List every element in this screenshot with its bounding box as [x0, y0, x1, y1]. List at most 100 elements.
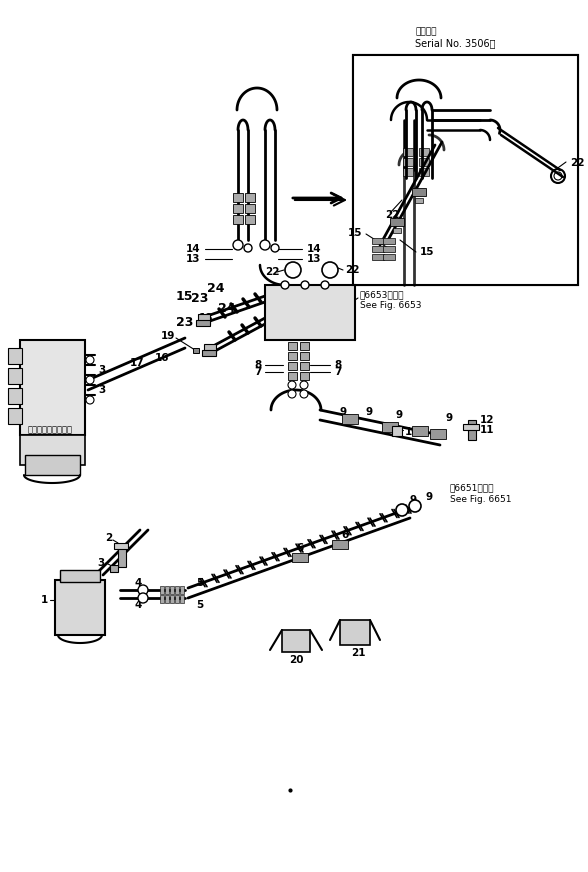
Bar [288, 362, 297, 370]
Bar [60, 570, 100, 582]
Text: 9: 9 [365, 407, 372, 417]
Text: 15: 15 [175, 290, 193, 303]
Bar [165, 595, 169, 603]
Bar [372, 238, 384, 244]
Bar [202, 350, 216, 356]
Bar [175, 586, 179, 594]
Bar [383, 254, 395, 260]
Bar [196, 320, 210, 326]
Text: スイベルジョイント: スイベルジョイント [28, 426, 73, 434]
Circle shape [288, 381, 296, 389]
Text: 22: 22 [570, 158, 584, 168]
Bar [383, 238, 395, 244]
Bar [233, 193, 243, 202]
Text: 7: 7 [334, 367, 342, 377]
Bar [403, 148, 413, 156]
Bar [342, 414, 358, 424]
Bar [282, 630, 310, 652]
Bar [390, 218, 404, 226]
Circle shape [86, 396, 94, 404]
Bar [180, 595, 184, 603]
Bar [170, 586, 174, 594]
Bar [463, 424, 479, 430]
Text: 9: 9 [340, 407, 347, 417]
Bar [20, 340, 85, 435]
Bar [288, 372, 297, 380]
Bar [180, 586, 184, 594]
Text: 4: 4 [134, 600, 142, 610]
Circle shape [300, 390, 308, 398]
Circle shape [138, 593, 148, 603]
Circle shape [233, 240, 243, 250]
Bar [8, 368, 22, 384]
Bar [245, 193, 255, 202]
Text: 24: 24 [208, 283, 225, 296]
Circle shape [138, 585, 148, 595]
Text: 5: 5 [196, 600, 203, 610]
Text: 8: 8 [334, 360, 341, 370]
Text: 3: 3 [98, 365, 105, 375]
Bar [353, 55, 578, 285]
Text: 8: 8 [255, 360, 262, 370]
Text: 20: 20 [289, 655, 303, 665]
Text: 3: 3 [98, 558, 105, 568]
Text: 9: 9 [410, 495, 417, 505]
Bar [372, 246, 384, 252]
Text: 3: 3 [98, 385, 105, 395]
Bar [233, 215, 243, 224]
Text: 第6653図参照: 第6653図参照 [360, 290, 405, 299]
Bar [300, 362, 309, 370]
Circle shape [300, 381, 308, 389]
Bar [403, 168, 413, 176]
Text: 10: 10 [405, 427, 419, 437]
Circle shape [86, 376, 94, 384]
Bar [8, 388, 22, 404]
Bar [419, 158, 429, 166]
Bar [372, 254, 384, 260]
Text: 17: 17 [130, 358, 145, 368]
Text: 22: 22 [345, 265, 359, 275]
Text: 4: 4 [134, 578, 142, 588]
Bar [354, 56, 577, 284]
Text: 14: 14 [307, 244, 322, 254]
Text: 22: 22 [266, 267, 280, 277]
Bar [198, 314, 210, 324]
Bar [412, 426, 428, 436]
Circle shape [288, 390, 296, 398]
Bar [332, 540, 348, 549]
Text: 18: 18 [199, 313, 213, 323]
Circle shape [86, 356, 94, 364]
Bar [245, 204, 255, 213]
Bar [110, 565, 118, 572]
Text: 1: 1 [41, 595, 48, 605]
Bar [340, 620, 370, 645]
Circle shape [260, 240, 270, 250]
Bar [288, 342, 297, 350]
Bar [403, 158, 413, 166]
Text: 6: 6 [342, 530, 349, 540]
Bar [8, 348, 22, 364]
Circle shape [321, 281, 329, 289]
Text: 14: 14 [185, 244, 200, 254]
Circle shape [271, 244, 279, 252]
Text: 9: 9 [425, 492, 432, 502]
Bar [245, 215, 255, 224]
Circle shape [322, 262, 338, 278]
Bar [468, 420, 476, 440]
Bar [430, 429, 446, 439]
Bar [170, 595, 174, 603]
Bar [353, 55, 578, 285]
Text: 9: 9 [445, 413, 452, 423]
Text: 15: 15 [420, 247, 435, 257]
Bar [193, 348, 199, 353]
Bar [114, 543, 128, 549]
Circle shape [301, 281, 309, 289]
Circle shape [396, 504, 408, 516]
Text: See Fig. 6653: See Fig. 6653 [360, 302, 422, 310]
Text: 16: 16 [155, 353, 169, 363]
Bar [392, 426, 402, 436]
Text: 7: 7 [255, 367, 262, 377]
Bar [300, 342, 309, 350]
Bar [288, 352, 297, 360]
Text: 23: 23 [176, 317, 193, 330]
